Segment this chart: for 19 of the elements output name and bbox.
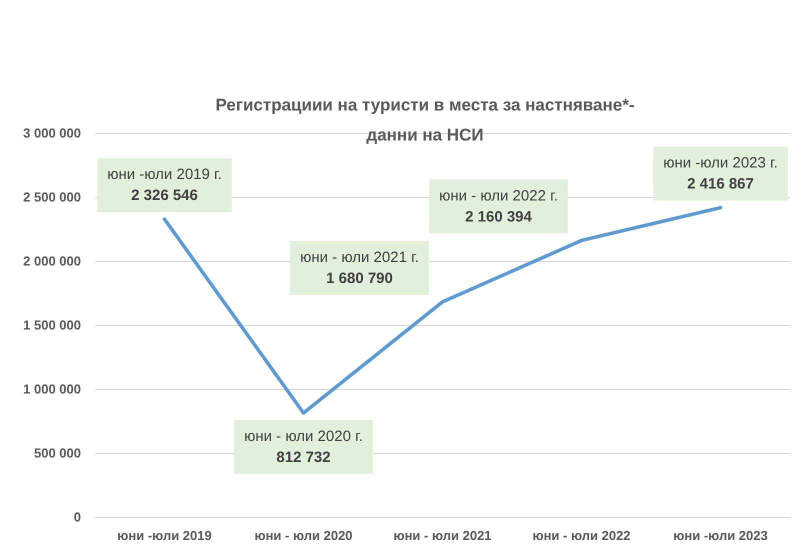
- x-tick-label: юни - юли 2022: [532, 528, 631, 543]
- y-tick-label: 2 000 000: [23, 254, 81, 268]
- data-label: юни - юли 2021 г. 1 680 790: [300, 248, 419, 287]
- data-label: юни - юли 2020 г. 812 732: [244, 428, 363, 466]
- y-tick-label: 0: [74, 510, 81, 524]
- line-series: [162, 206, 722, 415]
- chart-title: Регистрациии на туристи в места за настняване*- данни на НСИ: [216, 96, 634, 144]
- data-label: юни - юли 2022 г. 2 160 394: [439, 187, 558, 226]
- data-label: юни -юли 2023 г. 2 416 867: [663, 154, 778, 193]
- y-tick-label: 1 500 000: [23, 318, 81, 332]
- y-tick-label: 3 000 000: [23, 126, 81, 140]
- y-tick-label: 1 000 000: [23, 382, 81, 396]
- y-tick-label: 500 000: [34, 446, 81, 460]
- x-tick-label: юни -юли 2023: [673, 528, 768, 543]
- x-tick-label: юни - юли 2020: [254, 528, 353, 543]
- data-label: юни -юли 2019 г. 2 326 546: [107, 166, 222, 204]
- x-tick-label: юни - юли 2021: [393, 528, 492, 543]
- y-tick-label: 2 500 000: [23, 190, 81, 204]
- x-tick-label: юни -юли 2019: [117, 528, 212, 543]
